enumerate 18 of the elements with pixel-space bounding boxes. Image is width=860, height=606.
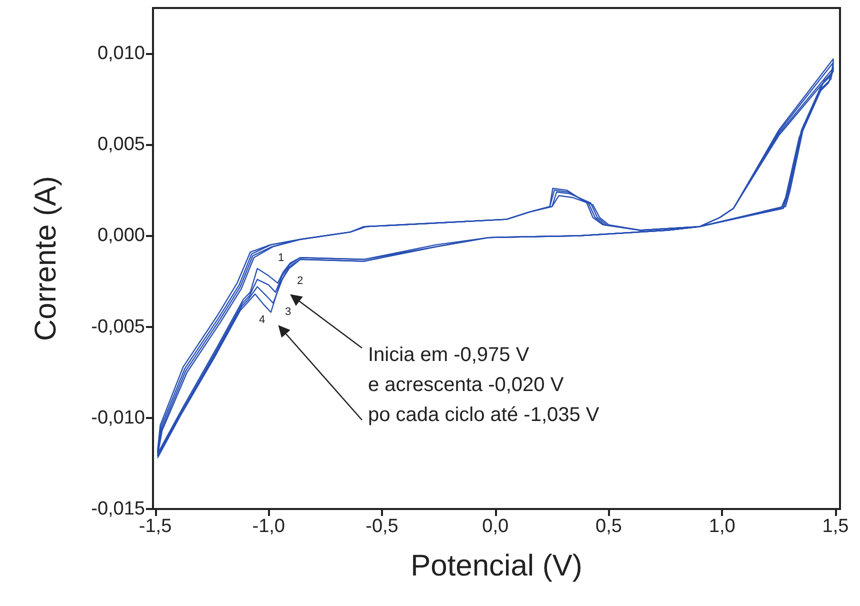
annotation: 1 bbox=[278, 252, 284, 264]
y-tick-label: 0,005 bbox=[97, 134, 145, 156]
x-axis-title: Potencial (V) bbox=[410, 550, 582, 582]
y-tick-label: 0,010 bbox=[97, 43, 145, 64]
y-tick-label: -0,005 bbox=[91, 316, 145, 338]
x-tick-label: 1,5 bbox=[822, 516, 849, 537]
annotation: 4 bbox=[258, 314, 266, 326]
x-tick-label: 0,0 bbox=[482, 516, 509, 537]
y-axis-title: Corrente (A) bbox=[30, 176, 62, 342]
x-tick-label: -1,0 bbox=[252, 516, 286, 537]
annotation: 3 bbox=[284, 306, 292, 318]
y-tick-label: 0,000 bbox=[97, 225, 145, 246]
x-tick-label: 1,0 bbox=[708, 516, 736, 537]
y-tick-label: -0,010 bbox=[91, 407, 145, 428]
annotation: Inicia em -0,975 V e acrescenta -0,020 V po cada ciclo até -1,035 V bbox=[368, 344, 600, 426]
x-tick-label: 0,5 bbox=[596, 516, 622, 537]
annotation: 2 bbox=[296, 275, 304, 287]
x-tick-label: -0,5 bbox=[366, 516, 398, 537]
